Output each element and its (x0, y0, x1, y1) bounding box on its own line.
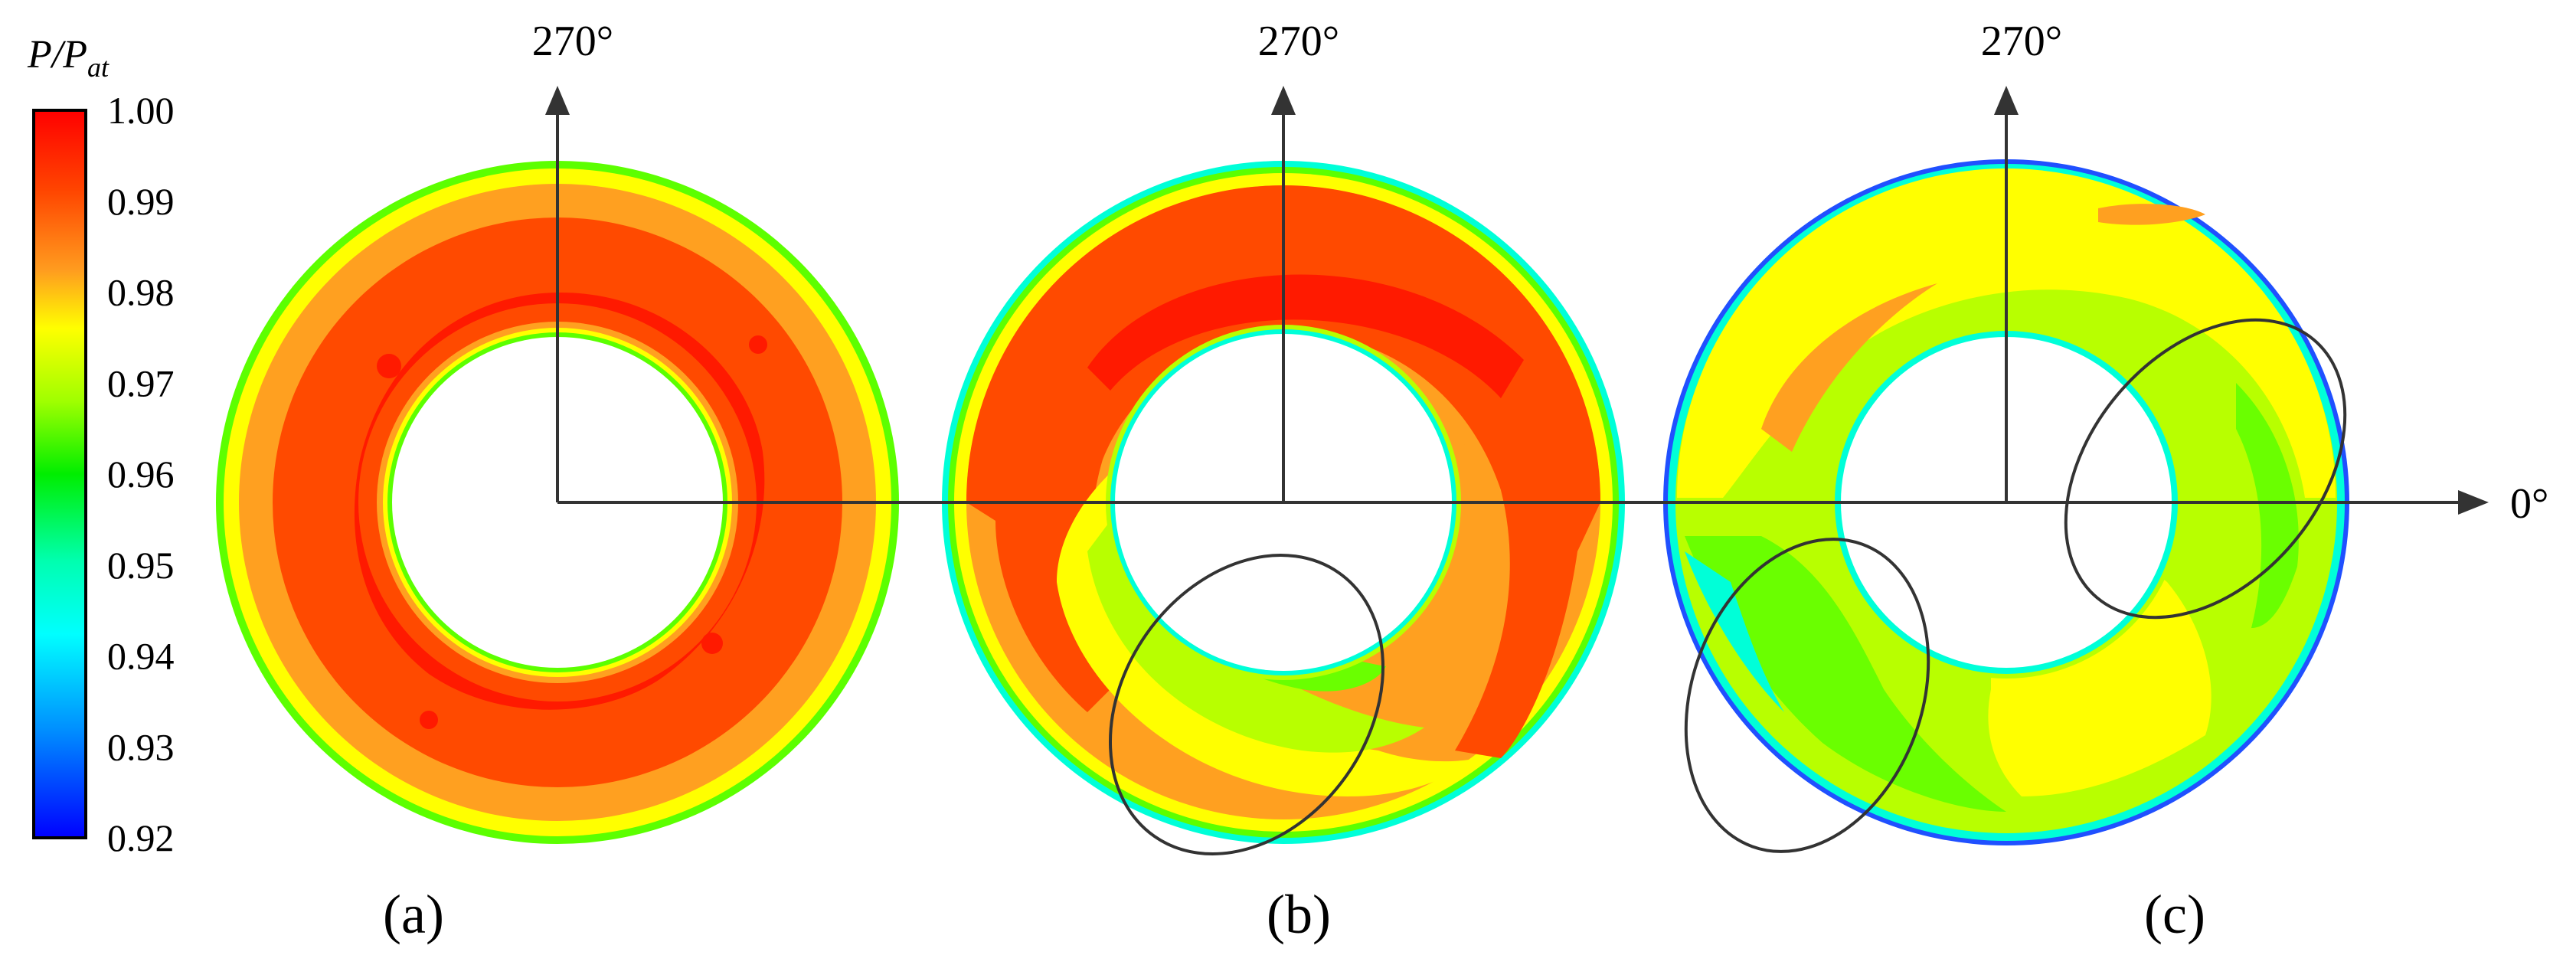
axes: 270° 270° 270° 0° (532, 18, 2549, 528)
vertical-axis-arrowhead-b (1271, 86, 1296, 115)
panel-c (1663, 159, 2349, 853)
panel-label-a: (a) (383, 884, 444, 945)
colorbar-title: P/Pat (27, 33, 110, 83)
panel-label-c: (c) (2144, 884, 2205, 945)
highlight-ellipse-c-left (1684, 538, 1930, 853)
colorbar-ticks: 1.00 0.99 0.98 0.97 0.96 0.95 0.94 0.93 0.92 (107, 89, 175, 859)
highlight-ellipse-b (1108, 554, 1385, 855)
annulus-contour-b (942, 161, 1625, 844)
angle-label-270-c: 270° (1981, 18, 2062, 65)
angle-label-0: 0° (2510, 480, 2548, 528)
colorbar-tick-label: 0.99 (107, 180, 175, 223)
colorbar-tick-label: 0.92 (107, 816, 175, 859)
highlight-ellipse-c-right (2064, 318, 2347, 620)
horizontal-axis-arrowhead (2458, 490, 2489, 515)
colorbar-tick-label: 0.97 (107, 361, 175, 404)
colorbar-tick-label: 0.98 (107, 271, 175, 314)
colorbar: P/Pat 1.00 0.99 0.98 0.97 0.96 0.95 0.94 0.93 0.… (27, 33, 175, 859)
angle-label-270-a: 270° (532, 18, 613, 65)
colorbar-tick-label: 0.93 (107, 725, 175, 768)
vertical-axis-arrowhead-a (545, 86, 570, 115)
panel-label-b: (b) (1267, 884, 1331, 945)
panel-labels: (a) (b) (c) (383, 884, 2205, 945)
colorbar-tick-label: 0.95 (107, 544, 175, 587)
panel-b (942, 161, 1625, 855)
angle-label-270-b: 270° (1258, 18, 1339, 65)
colorbar-gradient (32, 109, 87, 839)
colorbar-tick-label: 0.94 (107, 635, 175, 678)
colorbar-tick-label: 0.96 (107, 453, 175, 495)
vertical-axis-arrowhead-c (1994, 86, 2019, 115)
colorbar-tick-label: 1.00 (107, 89, 175, 132)
